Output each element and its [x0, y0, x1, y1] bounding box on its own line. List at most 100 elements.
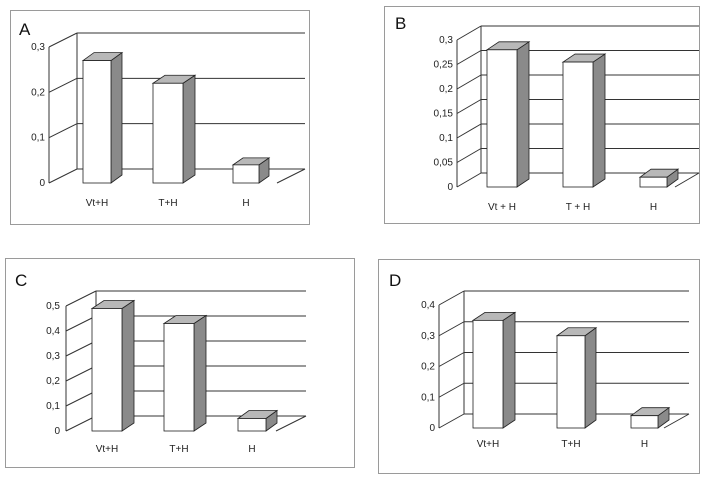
grid-diagonal	[456, 25, 482, 41]
floor-edge	[663, 413, 690, 429]
x-category-label: Vt + H	[488, 202, 516, 213]
bar	[638, 168, 680, 188]
bar-side	[121, 299, 135, 432]
bar-front	[556, 335, 586, 429]
bar	[485, 41, 531, 188]
bar-front	[472, 319, 504, 429]
bar-front	[486, 49, 518, 188]
grid-diagonal	[438, 290, 465, 306]
bar	[236, 409, 279, 432]
y-tick-label: 0,25	[434, 60, 454, 71]
grid-diagonal	[48, 32, 78, 48]
chart-a-svg: A 0 0,1 0,2 0,3 Vt+H T+H H	[19, 20, 306, 209]
y-tick-label: 0,15	[434, 109, 454, 120]
chart-d-svg: D 0 0,1 0,2 0,3 0,4 Vt+H T+H H	[389, 271, 690, 450]
y-tick-label: 0,2	[439, 84, 453, 95]
bar-side	[110, 51, 123, 184]
x-category-label: H	[650, 202, 657, 213]
grid-diagonal	[456, 172, 482, 188]
bar-side	[516, 41, 530, 188]
y-tick-label: 0,2	[46, 376, 60, 387]
x-category-label: T + H	[566, 202, 591, 213]
bar-front	[163, 323, 195, 432]
chart-panel-d: D 0 0,1 0,2 0,3 0,4 Vt+H T+H H	[378, 259, 700, 474]
floor-edge	[275, 415, 307, 432]
panel-letter: B	[395, 14, 406, 33]
y-tick-label: 0,2	[31, 87, 45, 98]
grid-diagonal	[456, 74, 482, 90]
grid-diagonal	[48, 123, 78, 139]
bar	[81, 51, 124, 184]
chart-panel-a: A 0 0,1 0,2 0,3 Vt+H T+H H	[10, 10, 310, 225]
chart-c-svg: C 0 0,1 0,2 0,3 0,4 0,5 Vt+H T+H H	[15, 271, 307, 455]
y-tick-label: 0,4	[46, 326, 60, 337]
grid-diagonal	[456, 148, 482, 163]
x-category-label: Vt+H	[477, 439, 500, 450]
y-tick-label: 0,3	[46, 351, 60, 362]
bar	[629, 406, 671, 429]
y-tick-label: 0,05	[434, 158, 454, 169]
y-tick-label: 0,3	[31, 42, 45, 53]
bar-front	[82, 60, 112, 184]
grid-diagonal	[65, 315, 97, 332]
bar	[151, 74, 197, 184]
y-tick-label: 0,1	[31, 133, 45, 144]
grid-diagonal	[438, 321, 465, 337]
grid-diagonal	[65, 415, 97, 432]
y-tick-label: 0,5	[46, 301, 60, 312]
bar-front	[152, 82, 184, 184]
y-tick-label: 0,4	[421, 300, 435, 311]
grid-diagonal	[438, 382, 465, 398]
y-tick-label: 0,2	[421, 362, 435, 373]
floor-edge	[276, 168, 306, 184]
bar-side	[182, 74, 196, 184]
panel-letter: A	[19, 20, 31, 39]
grid-diagonal	[48, 168, 78, 184]
x-category-label: Vt+H	[96, 444, 119, 455]
grid-diagonal	[438, 352, 465, 367]
bar-front	[630, 415, 659, 429]
grid-diagonal	[456, 50, 482, 65]
bar-side	[584, 326, 597, 429]
bar-front	[562, 61, 594, 188]
grid-diagonal	[456, 123, 482, 139]
y-tick-label: 0,1	[46, 401, 60, 412]
bar	[561, 53, 607, 188]
y-tick-label: 0,1	[439, 133, 453, 144]
bar	[555, 326, 598, 429]
x-category-label: H	[641, 439, 648, 450]
x-category-label: T+H	[169, 444, 188, 455]
grid-diagonal	[65, 365, 97, 382]
y-tick-label: 0	[54, 426, 60, 437]
grid-diagonal	[65, 390, 97, 407]
floor-edge	[674, 172, 700, 188]
x-category-label: T+H	[158, 198, 177, 209]
bar	[162, 314, 208, 432]
x-category-label: T+H	[561, 439, 580, 450]
bar	[231, 157, 271, 184]
panel-letter: C	[15, 271, 27, 290]
y-tick-label: 0,3	[421, 331, 435, 342]
y-tick-label: 0	[429, 423, 435, 434]
x-category-label: H	[248, 444, 255, 455]
grid-diagonal	[65, 340, 97, 357]
chart-panel-b: B 0 0,05 0,1 0,15 0,2 0,25 0,3 Vt + H T + H H	[384, 6, 700, 224]
grid-diagonal	[48, 77, 78, 93]
bar-side	[592, 53, 606, 188]
bar-side	[193, 314, 207, 432]
bar-front	[639, 176, 668, 188]
chart-panel-c: C 0 0,1 0,2 0,3 0,4 0,5 Vt+H T+H H	[5, 258, 355, 468]
y-tick-label: 0,3	[439, 35, 453, 46]
y-tick-label: 0	[447, 182, 453, 193]
bar	[471, 311, 517, 429]
panel-letter: D	[389, 271, 401, 290]
bar	[90, 299, 136, 432]
bar-side	[502, 311, 516, 429]
y-tick-label: 0	[39, 178, 45, 189]
bar-front	[237, 418, 267, 432]
chart-b-svg: B 0 0,05 0,1 0,15 0,2 0,25 0,3 Vt + H T + H H	[395, 14, 700, 213]
bar-front	[91, 308, 123, 432]
bar-front	[232, 164, 260, 184]
grid-diagonal	[438, 413, 465, 429]
grid-diagonal	[65, 290, 97, 307]
